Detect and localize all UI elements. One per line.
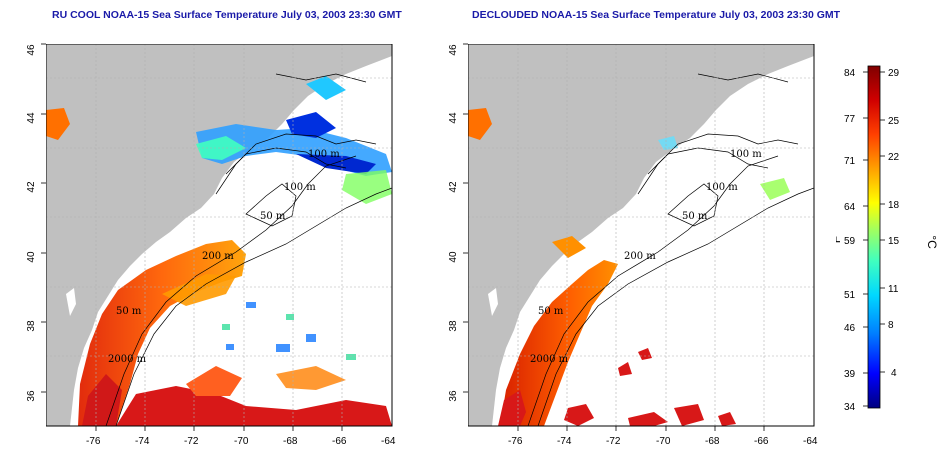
- fahrenheit-tick: 39: [844, 369, 856, 380]
- fahrenheit-unit-label: °F: [836, 236, 843, 248]
- contour-label: 200 m: [624, 251, 656, 262]
- contour-label: 100 m: [730, 149, 762, 160]
- land-mass: [46, 44, 392, 426]
- svg-text:40: 40: [448, 251, 459, 263]
- contour-label: 50 m: [116, 306, 142, 317]
- contour-label: 2000 m: [108, 354, 147, 365]
- svg-text:36: 36: [26, 390, 37, 402]
- fahrenheit-tick: 77: [844, 114, 856, 125]
- celsius-tick: 11: [888, 284, 899, 295]
- lon-tick: -72: [184, 436, 199, 447]
- lon-tick: -76: [86, 436, 101, 447]
- contour-label: 50 m: [260, 211, 286, 222]
- celsius-tick: 15: [888, 236, 900, 247]
- lon-tick: -70: [234, 436, 249, 447]
- fahrenheit-tick: 64: [844, 202, 856, 213]
- lon-tick: -72: [606, 436, 621, 447]
- fahrenheit-tick: 34: [844, 402, 856, 413]
- fahrenheit-tick: 46: [844, 323, 856, 334]
- lon-tick: -66: [754, 436, 769, 447]
- lat-axis-right: 36 38 40 42 44 46: [448, 44, 459, 402]
- fahrenheit-tick: 84: [844, 68, 856, 79]
- lon-tick: -68: [283, 436, 298, 447]
- lon-tick: -74: [557, 436, 572, 447]
- lon-tick: -66: [332, 436, 347, 447]
- warm-patches: [564, 348, 736, 426]
- lon-tick: -64: [803, 436, 818, 447]
- lon-tick: -64: [381, 436, 396, 447]
- lon-tick: -74: [135, 436, 150, 447]
- svg-text:42: 42: [448, 181, 459, 193]
- lon-tick: -76: [508, 436, 523, 447]
- svg-text:38: 38: [26, 320, 37, 332]
- contour-label: 50 m: [682, 211, 708, 222]
- fahrenheit-tick: 51: [844, 290, 856, 301]
- contour-label: 100 m: [308, 149, 340, 160]
- contour-label: 100 m: [706, 182, 738, 193]
- contour-label: 50 m: [538, 306, 564, 317]
- right-map-title: DECLOUDED NOAA-15 Sea Surface Temperatur…: [472, 9, 841, 21]
- declouded-sst-map: 100 m 100 m 50 m 200 m 50 m 2000 m -76 -…: [468, 44, 828, 458]
- celsius-tick: 29: [888, 68, 900, 79]
- land-mass: [468, 44, 814, 426]
- fahrenheit-tick: 71: [844, 156, 856, 167]
- contour-label: 2000 m: [530, 354, 569, 365]
- lon-tick: -70: [656, 436, 671, 447]
- svg-text:46: 46: [448, 44, 459, 56]
- contour-label: 200 m: [202, 251, 234, 262]
- svg-text:38: 38: [448, 320, 459, 332]
- svg-text:46: 46: [26, 44, 37, 56]
- lon-tick: -68: [705, 436, 720, 447]
- fahrenheit-tick: 59: [844, 236, 856, 247]
- svg-text:40: 40: [26, 251, 37, 263]
- contour-label: 100 m: [284, 182, 316, 193]
- lat-axis-left: 36 38 40 42 44 46: [26, 44, 37, 402]
- left-map-title: RU COOL NOAA-15 Sea Surface Temperature …: [52, 9, 402, 21]
- celsius-tick: 4: [891, 368, 897, 379]
- bathymetry-contours: [105, 73, 392, 426]
- celsius-tick: 18: [888, 200, 900, 211]
- celsius-unit-label: °C: [925, 235, 939, 249]
- svg-text:44: 44: [26, 112, 37, 124]
- svg-text:44: 44: [448, 112, 459, 124]
- bathymetry-contours: [527, 73, 814, 426]
- celsius-tick: 8: [888, 320, 894, 331]
- celsius-tick: 25: [888, 116, 900, 127]
- raw-sst-map: 100 m 100 m 50 m 200 m 50 m 2000 m -76 -…: [46, 44, 406, 458]
- svg-text:42: 42: [26, 181, 37, 193]
- celsius-tick: 22: [888, 152, 900, 163]
- temperature-colorbar: 84 77 71 64 59 51 46 39 34 29 25 22 18 1…: [836, 65, 939, 413]
- svg-text:36: 36: [448, 390, 459, 402]
